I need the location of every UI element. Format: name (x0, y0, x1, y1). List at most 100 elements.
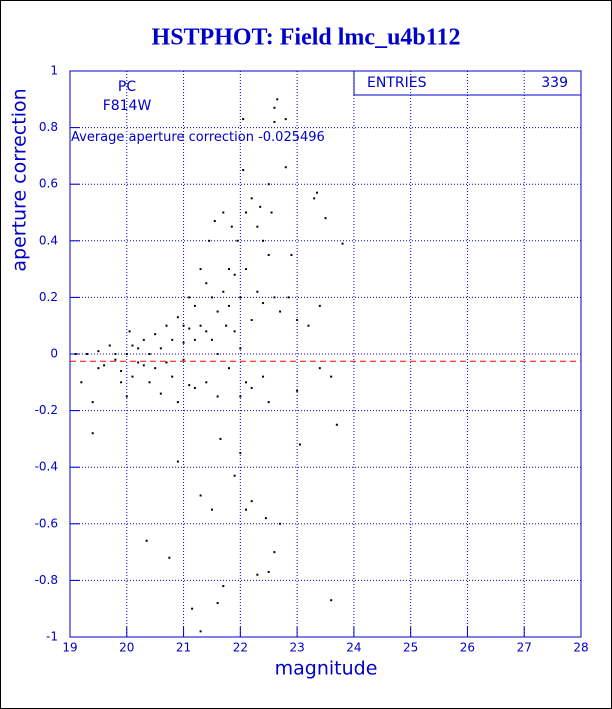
point (159, 392, 162, 395)
point (125, 395, 128, 398)
y-tick-label: 0.6 (39, 177, 58, 191)
point (208, 239, 211, 242)
y-tick-label: -1 (46, 630, 58, 644)
point (205, 381, 208, 384)
point (74, 353, 77, 355)
point (242, 118, 245, 121)
point (210, 508, 213, 511)
point (273, 120, 276, 123)
point (120, 369, 123, 372)
point (296, 319, 299, 322)
point (273, 551, 276, 554)
point (245, 211, 248, 214)
point (182, 358, 185, 361)
point (145, 539, 148, 542)
point (318, 304, 321, 307)
point (114, 353, 117, 355)
y-axis-label: aperture correction (9, 88, 31, 271)
point (279, 310, 282, 313)
x-tick-label: 27 (517, 641, 532, 655)
point (296, 389, 299, 392)
point (239, 347, 242, 350)
chart-title: HSTPHOT: Field lmc_u4b112 (152, 25, 461, 51)
point (313, 197, 316, 200)
point (142, 364, 145, 367)
point (142, 338, 145, 341)
stats-label: ENTRIES (367, 75, 427, 91)
annotation: F814W (103, 98, 152, 114)
mean-value: -0.025496 (258, 130, 325, 145)
point (108, 344, 111, 347)
point (256, 290, 259, 293)
point (227, 367, 230, 370)
y-tick-label: -0.6 (35, 516, 58, 530)
stats-value: 339 (541, 75, 568, 91)
point (103, 364, 106, 367)
point (307, 324, 310, 327)
point (267, 183, 270, 186)
x-tick-label: 26 (460, 641, 475, 655)
point (176, 460, 179, 463)
point (245, 381, 248, 384)
x-axis-label: magnitude (275, 658, 378, 680)
point (239, 296, 242, 299)
y-tick-label: -0.8 (35, 573, 58, 587)
point (137, 347, 140, 350)
point (330, 599, 333, 602)
point (165, 361, 168, 364)
point (171, 375, 174, 378)
point (216, 602, 219, 605)
point (148, 381, 151, 384)
y-tick-label: 0 (50, 347, 58, 361)
x-tick-label: 19 (62, 641, 77, 655)
point (213, 219, 216, 222)
point (154, 333, 157, 336)
point (176, 401, 179, 404)
point (188, 327, 191, 330)
mean-label-text: Average aperture correction (71, 130, 254, 145)
point (262, 239, 265, 242)
point (267, 401, 270, 404)
point (91, 401, 94, 404)
point (233, 474, 236, 477)
point (341, 242, 344, 245)
point (256, 573, 259, 576)
point (284, 118, 287, 121)
point (324, 217, 327, 220)
point (210, 296, 213, 299)
point (264, 517, 267, 520)
point (284, 166, 287, 169)
x-tick-label: 22 (233, 641, 248, 655)
point (210, 338, 213, 341)
point (335, 423, 338, 426)
point (168, 556, 171, 559)
x-tick-label: 20 (119, 641, 134, 655)
point (290, 253, 293, 256)
point (80, 381, 83, 384)
point (239, 395, 242, 398)
point (245, 508, 248, 511)
point (239, 452, 242, 455)
point (276, 98, 279, 101)
point (298, 443, 301, 446)
point (120, 381, 123, 384)
point (216, 353, 219, 355)
point (188, 384, 191, 387)
y-tick-label: 1 (50, 64, 58, 78)
point (250, 386, 253, 389)
point (262, 302, 265, 305)
point (148, 353, 151, 355)
point (273, 106, 276, 109)
point (222, 211, 225, 214)
point (270, 211, 273, 214)
point (225, 324, 228, 327)
point (176, 316, 179, 319)
point (191, 607, 194, 610)
point (230, 225, 233, 228)
point (267, 570, 270, 573)
point (250, 319, 253, 322)
point (262, 375, 265, 378)
point (259, 205, 262, 208)
point (171, 338, 174, 341)
